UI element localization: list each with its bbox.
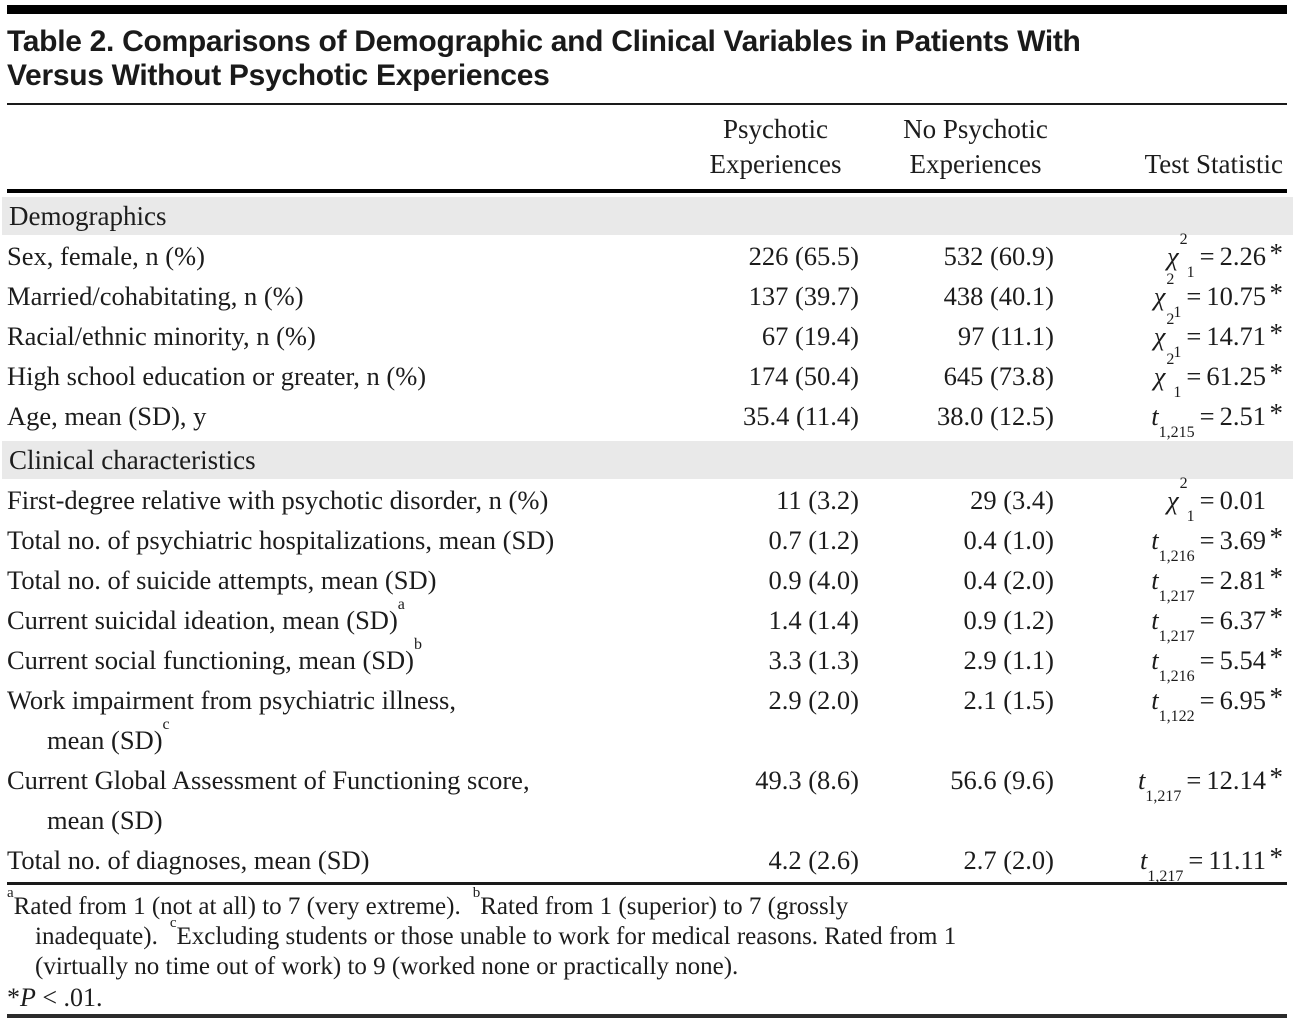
- value-no-psychotic: 438 (40.1): [943, 281, 1054, 311]
- value-no-psychotic: 0.9 (1.2): [963, 605, 1054, 635]
- value-psychotic: 2.9 (2.0): [768, 685, 859, 715]
- test-statistic: t1,217= 11.11 *: [1140, 842, 1283, 886]
- footnote-line-1: aRated from 1 (not at all) to 7 (very ex…: [7, 884, 849, 920]
- row-label: Sex, female, n (%): [7, 241, 205, 271]
- column-header-no-psychotic: No Psychotic Experiences: [903, 114, 1048, 179]
- value-psychotic: 67 (19.4): [761, 321, 859, 351]
- table-row-psychiatric-hospitalizations: Total no. of psychiatric hospitalization…: [7, 520, 1287, 566]
- footnote-line-2: inadequate).cExcluding students or those…: [35, 914, 957, 950]
- test-statistic: χ21= 61.25 *: [1153, 351, 1283, 402]
- table-title-line2: Versus Without Psychotic Experiences: [7, 59, 550, 92]
- table-row-racial-ethnic-minority: Racial/ethnic minority, n (%) 67 (19.4) …: [7, 311, 1287, 362]
- footnote-divider-rule: [7, 882, 1287, 885]
- value-psychotic: 49.3 (8.6): [755, 765, 859, 795]
- top-rule-bar: [7, 5, 1287, 14]
- column-header-psychotic: Psychotic Experiences: [709, 114, 842, 179]
- row-label: Total no. of psychiatric hospitalization…: [7, 525, 555, 555]
- value-psychotic: 4.2 (2.6): [768, 845, 859, 875]
- value-no-psychotic: 0.4 (2.0): [963, 565, 1054, 595]
- table-row-work-impairment: Work impairment from psychiatric illness…: [7, 680, 1287, 760]
- row-label: Total no. of suicide attempts, mean (SD): [7, 565, 437, 595]
- value-no-psychotic: 2.9 (1.1): [963, 645, 1054, 675]
- value-psychotic: 11 (3.2): [776, 485, 859, 515]
- test-statistic: χ21= 10.75 *: [1153, 271, 1283, 322]
- column-header-test-statistic: Test Statistic: [1144, 149, 1283, 179]
- value-psychotic: 226 (65.5): [748, 241, 859, 271]
- test-statistic: t1,215= 2.51 *: [1151, 398, 1283, 442]
- test-statistic: t1,217= 12.14 *: [1138, 762, 1283, 806]
- table-row-first-degree-relative: First-degree relative with psychotic dis…: [7, 475, 1287, 526]
- significance-note: *P < .01.: [7, 983, 103, 1012]
- footnote-marker-b: b: [413, 636, 422, 654]
- table-row-suicidal-ideation: Current suicidal ideation, mean (SD)a 1.…: [7, 596, 1287, 646]
- table-row-married: Married/cohabitating, n (%) 137 (39.7) 4…: [7, 271, 1287, 322]
- table-title: Table 2. Comparisons of Demographic and …: [7, 25, 1287, 93]
- test-statistic: χ21= 0.01: [1167, 475, 1266, 526]
- row-label-continuation: mean (SD)c: [47, 716, 170, 755]
- value-no-psychotic: 0.4 (1.0): [963, 525, 1054, 555]
- value-no-psychotic: 2.1 (1.5): [963, 685, 1054, 715]
- value-no-psychotic: 29 (3.4): [970, 485, 1054, 515]
- value-no-psychotic: 97 (11.1): [957, 321, 1054, 351]
- value-psychotic: 0.9 (4.0): [768, 565, 859, 595]
- value-psychotic: 0.7 (1.2): [768, 525, 859, 555]
- row-label: Work impairment from psychiatric illness…: [7, 680, 652, 760]
- footnote-line-3: (virtually no time out of work) to 9 (wo…: [35, 953, 739, 980]
- section-header-clinical-characteristics: Clinical characteristics: [2, 441, 1293, 479]
- value-psychotic: 174 (50.4): [748, 361, 859, 391]
- table-row-suicide-attempts: Total no. of suicide attempts, mean (SD)…: [7, 560, 1287, 606]
- value-no-psychotic: 38.0 (12.5): [936, 401, 1054, 431]
- table-footnotes: aRated from 1 (not at all) to 7 (very ex…: [7, 885, 1287, 1014]
- row-label: Current suicidal ideation, mean (SD)a: [7, 596, 405, 635]
- bottom-rule: [7, 1014, 1287, 1018]
- value-no-psychotic: 56.6 (9.6): [950, 765, 1054, 795]
- value-no-psychotic: 532 (60.9): [943, 241, 1054, 271]
- value-psychotic: 137 (39.7): [748, 281, 859, 311]
- table-page: Table 2. Comparisons of Demographic and …: [0, 5, 1295, 1018]
- value-psychotic: 1.4 (1.4): [768, 605, 859, 635]
- value-no-psychotic: 645 (73.8): [943, 361, 1054, 391]
- test-statistic: χ21= 2.26 *: [1167, 231, 1283, 282]
- header-divider-rule: [7, 189, 1287, 193]
- value-psychotic: 35.4 (11.4): [742, 401, 859, 431]
- row-label: Racial/ethnic minority, n (%): [7, 321, 316, 351]
- table-row-social-functioning: Current social functioning, mean (SD)b 3…: [7, 636, 1287, 686]
- row-label: Married/cohabitating, n (%): [7, 281, 304, 311]
- column-header-row: Psychotic Experiences No Psychotic Exper…: [7, 105, 1287, 189]
- test-statistic: t1,217= 6.37 *: [1151, 602, 1283, 646]
- table-row-sex-female: Sex, female, n (%) 226 (65.5) 532 (60.9)…: [7, 231, 1287, 282]
- table-row-age: Age, mean (SD), y 35.4 (11.4) 38.0 (12.5…: [7, 396, 1287, 442]
- table-row-gaf-score: Current Global Assessment of Functioning…: [7, 760, 1287, 840]
- footnote-marker-c: c: [162, 716, 170, 734]
- table-title-line1: Table 2. Comparisons of Demographic and …: [7, 25, 1081, 58]
- test-statistic: t1,217= 2.81 *: [1151, 562, 1283, 606]
- table-row-total-diagnoses: Total no. of diagnoses, mean (SD) 4.2 (2…: [7, 840, 1287, 886]
- test-statistic: t1,122= 6.95 *: [1151, 682, 1283, 726]
- title-divider-rule: [7, 103, 1287, 105]
- section-header-demographics: Demographics: [2, 197, 1293, 235]
- row-label: Total no. of diagnoses, mean (SD): [7, 845, 370, 875]
- row-label: High school education or greater, n (%): [7, 361, 427, 391]
- test-statistic: χ21= 14.71 *: [1153, 311, 1283, 362]
- value-psychotic: 3.3 (1.3): [768, 645, 859, 675]
- footnote-marker-a: a: [397, 596, 405, 614]
- value-no-psychotic: 2.7 (2.0): [963, 845, 1054, 875]
- row-label: Current social functioning, mean (SD)b: [7, 636, 422, 675]
- table-row-high-school-education: High school education or greater, n (%) …: [7, 351, 1287, 402]
- row-label: Current Global Assessment of Functioning…: [7, 760, 652, 840]
- row-label: First-degree relative with psychotic dis…: [7, 485, 549, 515]
- test-statistic: t1,216= 3.69 *: [1151, 522, 1283, 566]
- row-label-continuation: mean (SD): [47, 805, 163, 835]
- row-label: Age, mean (SD), y: [7, 401, 207, 431]
- test-statistic: t1,216= 5.54 *: [1151, 642, 1283, 686]
